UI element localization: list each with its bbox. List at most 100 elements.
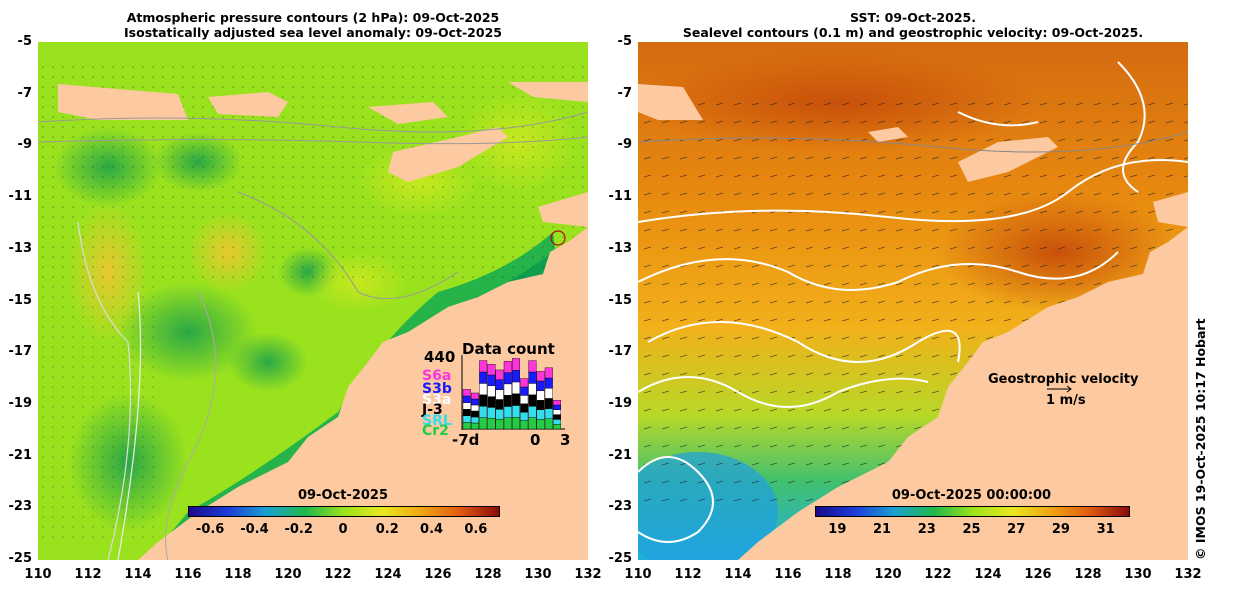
right-colorbar <box>815 506 1130 517</box>
y-tick-label: -11 <box>608 189 633 205</box>
x-tick-label: 112 <box>74 567 102 582</box>
count-bar-segment <box>512 405 521 418</box>
sst-map <box>638 42 1188 560</box>
x-tick-label: 118 <box>224 567 252 582</box>
land-java <box>58 84 188 120</box>
count-bar-segment <box>479 371 488 384</box>
count-bar-segment <box>520 395 529 405</box>
count-bar-segment <box>536 371 545 382</box>
count-bar-segment <box>520 378 529 388</box>
count-bar-segment <box>487 418 496 430</box>
left-title-line2: Isostatically adjusted sea level anomaly… <box>124 25 502 40</box>
count-bar-segment <box>536 409 545 420</box>
count-bar-segment <box>552 404 561 411</box>
count-bar-segment <box>512 393 521 406</box>
left-title-line1: Atmospheric pressure contours (2 hPa): 0… <box>126 10 500 25</box>
x-tick-label: 132 <box>574 567 602 582</box>
x-tick-label: 110 <box>624 567 652 582</box>
count-bar-segment <box>495 409 504 420</box>
count-bar-segment <box>544 408 553 419</box>
count-bar-segment <box>479 360 488 373</box>
count-bar-segment <box>512 417 521 430</box>
count-bar-segment <box>544 377 553 389</box>
count-bar-segment <box>487 407 496 419</box>
x-tick-label: 128 <box>1074 567 1102 582</box>
count-bar-segment <box>487 385 496 397</box>
x-tick-label: 132 <box>1174 567 1202 582</box>
count-bar-segment <box>495 369 504 381</box>
count-bar-segment <box>470 422 479 430</box>
count-bar-segment <box>536 390 545 401</box>
count-bar-segment <box>520 412 529 421</box>
y-tick-label: -17 <box>608 344 633 360</box>
colorbar-tick-label: 25 <box>962 522 981 537</box>
count-bar-segment <box>503 417 512 430</box>
count-bar-segment <box>487 396 496 408</box>
colorbar-tick-label: -0.4 <box>240 522 269 537</box>
count-bar-segment <box>552 419 561 425</box>
x-tick-label: 122 <box>324 567 352 582</box>
mission-cr2: Cr2 <box>422 423 449 439</box>
count-bar-segment <box>544 398 553 409</box>
y-tick-label: -19 <box>8 395 33 411</box>
count-bar-segment <box>470 392 479 400</box>
y-tick-label: -23 <box>8 499 33 515</box>
data-count-chart <box>461 355 565 430</box>
colorbar-tick-label: 31 <box>1096 522 1115 537</box>
count-bar-segment <box>544 388 553 399</box>
x-tick-label: 114 <box>724 567 752 582</box>
count-bar-segment <box>528 383 537 395</box>
count-bar-segment <box>462 389 471 397</box>
count-bar-segment <box>552 409 561 415</box>
colorbar-tick-label: 29 <box>1051 522 1070 537</box>
count-bar-segment <box>552 414 561 420</box>
right-title-line2: Sealevel contours (0.1 m) and geostrophi… <box>682 25 1144 40</box>
y-tick-label: -25 <box>8 551 33 566</box>
count-bar-segment <box>512 369 521 383</box>
x-tick-label: 120 <box>874 567 902 582</box>
x-tick-label: 124 <box>974 567 1002 582</box>
count-bar-segment <box>536 419 545 430</box>
land-australia <box>138 227 588 560</box>
count-bar-segment <box>520 403 529 413</box>
y-tick-label: -19 <box>608 395 633 411</box>
y-tick-label: -23 <box>608 499 633 515</box>
y-tick-label: -13 <box>8 240 33 256</box>
count-bar-segment <box>479 394 488 407</box>
x-tick-label: 116 <box>174 567 202 582</box>
x-tick-label: 112 <box>674 567 702 582</box>
colorbar-tick-label: 0.6 <box>464 522 488 537</box>
y-tick-label: -11 <box>8 189 33 205</box>
mission-s6a: S6a <box>422 368 452 384</box>
count-bar-segment <box>462 402 471 410</box>
colorbar-tick-label: 27 <box>1007 522 1026 537</box>
data-count-title: Data count <box>462 340 555 358</box>
count-bar-segment <box>503 372 512 385</box>
count-bar-segment <box>470 404 479 412</box>
left-colorbar <box>188 506 500 517</box>
y-tick-label: -17 <box>8 344 33 360</box>
x-tick-label: 126 <box>424 567 452 582</box>
count-bar-segment <box>503 406 512 418</box>
left-colorbar-title: 09-Oct-2025 <box>297 488 389 503</box>
credit-text: © IMOS 19-Oct-2025 10:17 Hobart <box>1193 318 1208 560</box>
y-tick-label: -21 <box>8 447 33 463</box>
count-bar-segment <box>544 367 553 379</box>
x-tick-label: 114 <box>124 567 152 582</box>
x-tick-label: 122 <box>924 567 952 582</box>
count-bar-segment <box>536 400 545 411</box>
data-count-max: 440 <box>424 348 456 366</box>
x-tick-label: 130 <box>524 567 552 582</box>
sla-map-panel <box>38 42 588 560</box>
mission-s3b: S3b <box>422 381 452 397</box>
count-bar-segment <box>479 417 488 430</box>
count-bar-segment <box>528 360 537 373</box>
count-xlabel-start: -7d <box>452 431 480 449</box>
count-bar-segment <box>462 409 471 417</box>
count-bar-segment <box>495 389 504 400</box>
count-bar-segment <box>487 374 496 387</box>
x-tick-label: 120 <box>274 567 302 582</box>
colorbar-tick-label: 19 <box>828 522 847 537</box>
count-bar-segment <box>479 383 488 395</box>
right-colorbar-title: 09-Oct-2025 00:00:00 <box>891 488 1052 503</box>
